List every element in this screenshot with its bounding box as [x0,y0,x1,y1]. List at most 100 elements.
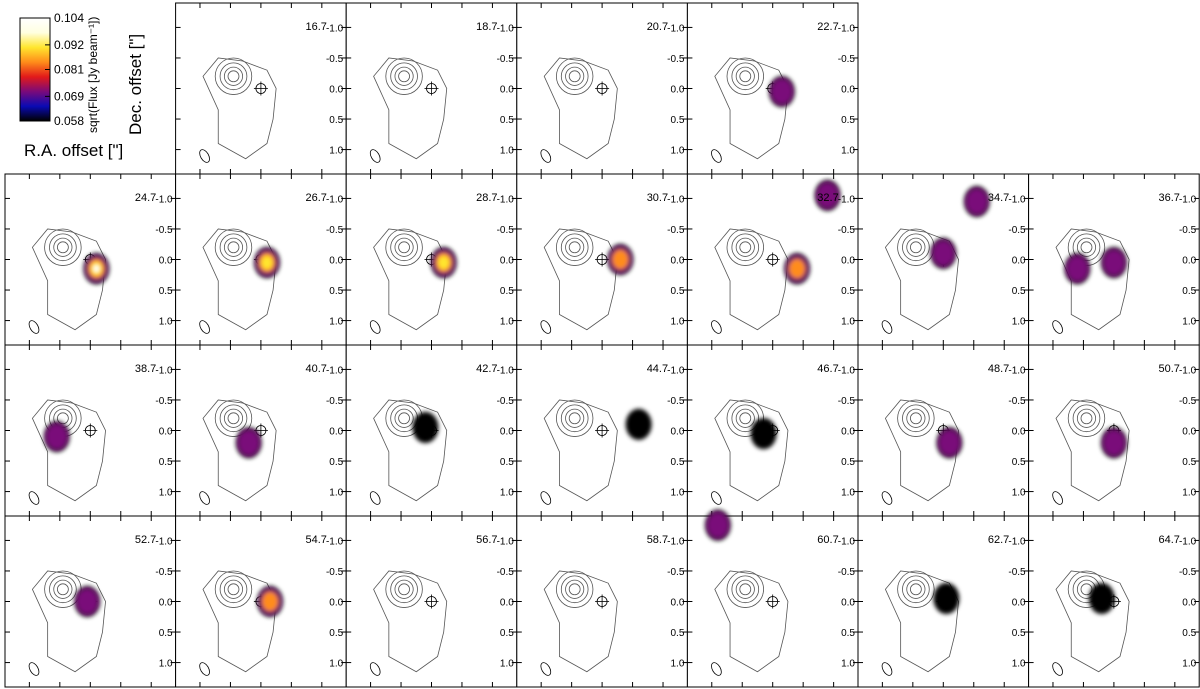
y-tick-label: -1.0 [1008,536,1026,547]
y-tick-label: 1.0 [841,146,855,157]
y-tick-label: 0.5 [670,628,684,639]
panel-ticks [5,345,176,516]
y-tick-label: 0.0 [670,256,684,267]
channel-label: 46.7 [817,363,838,375]
beam-ellipse [540,662,552,676]
channel-label: 24.7 [135,192,156,204]
panel-ticks [1028,516,1200,687]
y-tick-label: 0.0 [329,598,343,609]
y-tick-label: 0.5 [841,115,855,126]
y-tick-label: -1.0 [667,194,685,205]
beam-ellipse [369,320,381,334]
y-tick-label: -0.5 [667,567,685,578]
channel-panel: 46.71.00.50.0-0.5-1.01.00.50.0-0.5-1.0 [686,344,859,532]
y-tick-label: 0.0 [841,598,855,609]
y-tick-label: -1.0 [667,23,685,34]
beam-ellipse [1052,491,1063,505]
channel-label: 58.7 [647,534,668,546]
panel-ticks [516,345,688,516]
y-tick-label: 0.5 [670,457,684,468]
channel-label: 30.7 [647,192,668,204]
y-tick-label: -0.5 [497,54,515,65]
emission-blob [253,246,280,279]
continuum-contours [202,57,277,160]
y-tick-label: 1.0 [329,488,343,499]
y-tick-label: -1.0 [1179,365,1197,376]
continuum-contours [543,570,618,673]
y-tick-label: 0.0 [159,427,173,438]
panel-ticks [516,174,688,345]
y-tick-label: -0.5 [667,225,685,236]
y-tick-label: 1.0 [500,659,514,670]
colorbar-tick-label: 0.058 [54,114,84,128]
continuum-contours [1055,399,1130,502]
channel-panel: 60.71.00.50.0-0.5-1.01.00.50.0-0.5-1.0 [686,509,859,688]
channel-label: 54.7 [305,534,326,546]
y-tick-label: 1.0 [159,317,173,328]
channel-panel: 48.71.00.50.0-0.5-1.01.00.50.0-0.5-1.0 [857,344,1030,532]
beam-ellipse [881,320,893,334]
y-tick-label: -0.5 [838,225,856,236]
emission-blob [814,179,841,211]
y-tick-label: -1.0 [497,23,515,34]
y-tick-label: -1.0 [326,23,344,34]
colorbar: 0.104 0.092 0.081 0.069 0.058 sqrt(Flux [Jy … [19,11,100,133]
y-tick-label: 1.0 [670,146,684,157]
channel-panel: 24.71.00.50.0-0.5-1.01.00.50.0-0.5-1.0 [4,173,177,361]
y-tick-label: 0.5 [1182,628,1196,639]
beam-ellipse [711,662,722,676]
emission-blob [74,585,101,618]
emission-blob [257,585,284,618]
channel-label: 40.7 [305,363,326,375]
panel-grid: 16.71.00.50.0-0.5-1.01.00.50.0-0.5-1.018… [4,2,1200,688]
beam-ellipse [28,320,40,334]
panel-ticks [687,3,858,174]
y-tick-label: 0.0 [500,427,514,438]
y-tick-label: -1.0 [497,194,515,205]
beam-ellipse [199,149,210,163]
y-tick-label: 0.0 [670,85,684,96]
y-tick-label: 0.5 [1182,286,1196,297]
y-tick-label: -0.5 [667,54,685,65]
y-tick-label: 0.0 [670,598,684,609]
panel-ticks [346,345,517,516]
source-cross-marker [424,81,439,96]
continuum-contours [202,570,277,673]
continuum-contours [714,570,789,673]
emission-blob [1064,253,1091,285]
panel-ticks [858,516,1029,687]
beam-ellipse [1052,662,1063,676]
y-tick-label: 1.0 [1182,659,1196,670]
channel-panel: 54.71.00.50.0-0.5-1.01.00.50.0-0.5-1.0 [175,515,347,688]
y-tick-label: -0.5 [1179,396,1197,407]
channel-panel: 62.71.00.50.0-0.5-1.01.00.50.0-0.5-1.0 [857,515,1030,688]
y-tick-label: -0.5 [1179,567,1197,578]
channel-label: 22.7 [817,21,838,33]
y-tick-label: 0.5 [500,457,514,468]
y-tick-label: -1.0 [497,536,515,547]
emission-blob [412,411,439,444]
beam-ellipse [199,491,210,505]
y-tick-label: 1.0 [670,488,684,499]
channel-panel: 58.71.00.50.0-0.5-1.01.00.50.0-0.5-1.0 [516,515,688,688]
y-tick-label: -0.5 [326,225,344,236]
panel-ticks [1028,174,1200,345]
channel-label: 60.7 [817,534,838,546]
y-tick-label: -0.5 [155,567,173,578]
y-tick-label: 0.5 [329,115,343,126]
channel-label: 36.7 [1158,192,1179,204]
source-cross-marker [765,594,780,609]
continuum-contours [202,228,277,331]
y-tick-label: -1.0 [667,365,685,376]
y-tick-label: -1.0 [838,23,856,34]
emission-blob [430,246,457,279]
panel-ticks [687,174,858,345]
colorbar-tick-label: 0.081 [54,63,84,77]
y-tick-label: -0.5 [1008,396,1026,407]
channel-panel: 42.71.00.50.0-0.5-1.01.00.50.0-0.5-1.0 [345,344,518,532]
panel-ticks [175,174,347,345]
y-tick-label: 0.5 [159,628,173,639]
panel-ticks [858,345,1029,516]
continuum-contours [373,570,448,673]
emission-blob [625,408,652,440]
